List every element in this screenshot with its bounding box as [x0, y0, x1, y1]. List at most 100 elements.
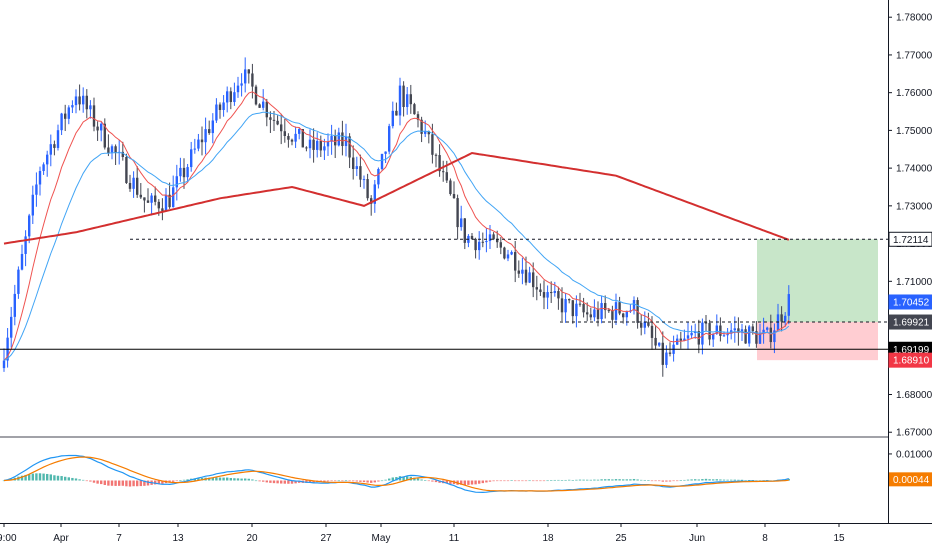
- macd-histogram-bar: [103, 480, 106, 485]
- price-tick-label: 1.73000: [896, 201, 932, 212]
- candle-body: [211, 120, 214, 134]
- macd-histogram-bar: [67, 477, 70, 481]
- candle-body: [172, 187, 175, 208]
- price-badge: [888, 352, 932, 368]
- macd-histogram-bar: [463, 480, 466, 486]
- position-zones: [757, 239, 878, 361]
- candle-body: [568, 299, 571, 301]
- candle-body: [49, 144, 52, 155]
- macd-histogram-bar: [474, 480, 477, 485]
- candle-body: [226, 91, 229, 103]
- macd-histogram-bar: [74, 478, 78, 481]
- candle-body: [168, 194, 171, 208]
- price-levels: [0, 238, 888, 350]
- macd-histogram-bar: [733, 479, 736, 481]
- macd-histogram-bar: [377, 480, 380, 482]
- time-tick-label: 25: [615, 533, 627, 544]
- candle-body: [262, 101, 265, 108]
- macd-histogram-bar: [258, 480, 261, 482]
- candle-body: [575, 303, 578, 317]
- macd-histogram-bar: [110, 480, 114, 486]
- macd-histogram-bar: [114, 480, 117, 486]
- macd-histogram-bar: [607, 479, 610, 481]
- macd-histogram-bar: [481, 480, 484, 484]
- candle-body: [276, 120, 279, 125]
- macd-histogram-bar: [582, 479, 585, 481]
- candle-body: [35, 184, 38, 195]
- candle-body: [103, 123, 106, 148]
- macd-histogram-bar: [427, 480, 430, 482]
- candle-body: [42, 164, 45, 172]
- macd-histogram-bar: [449, 480, 452, 484]
- macd-histogram-bar: [172, 480, 175, 482]
- macd-histogram-bar: [431, 480, 434, 482]
- macd-histogram-bar: [535, 480, 538, 482]
- candle-body: [218, 104, 222, 110]
- macd-histogram-bar: [683, 479, 686, 481]
- candle-body: [722, 335, 726, 337]
- price-badge-label: 1.72114: [893, 235, 929, 246]
- candle-body: [517, 270, 520, 274]
- candle-body: [416, 114, 420, 120]
- macd-histogram-bar: [744, 480, 747, 481]
- macd-histogram-bar: [38, 473, 42, 481]
- macd-histogram-bar: [226, 477, 229, 481]
- macd-histogram-bar: [514, 480, 517, 482]
- macd-histogram-bar: [186, 479, 189, 481]
- candle-body: [46, 154, 49, 165]
- candle-body: [438, 155, 441, 172]
- candle-body: [100, 123, 103, 131]
- macd-histogram-bar: [89, 480, 92, 482]
- macd-histogram-bar: [218, 477, 222, 481]
- candle-body: [539, 289, 542, 293]
- macd-histogram-bar: [629, 479, 632, 481]
- candle-body: [496, 239, 499, 243]
- macd-histogram-bar: [373, 480, 376, 483]
- candle-body: [139, 194, 142, 198]
- candle-body: [38, 171, 42, 185]
- candle-body: [420, 119, 423, 134]
- candle-body: [31, 194, 34, 216]
- price-badge-label: 1.69921: [893, 318, 930, 329]
- macd-histogram-bar: [53, 475, 56, 481]
- candle-body: [463, 218, 466, 243]
- candle-body: [143, 197, 146, 201]
- candle-body: [409, 94, 412, 105]
- candle-body: [56, 130, 60, 148]
- price-tick-label: 1.67000: [896, 428, 932, 439]
- candle-body: [550, 292, 553, 294]
- indicator-lines: [3, 91, 790, 361]
- macd-histogram-bar: [280, 480, 283, 484]
- candle-body: [643, 321, 646, 328]
- candle-body: [355, 166, 358, 169]
- macd-histogram-bar: [503, 480, 506, 482]
- macd-histogram-bar: [233, 478, 236, 481]
- macd-histogram-bar: [290, 480, 294, 484]
- macd-histogram-bar: [179, 480, 182, 481]
- candle-body: [460, 218, 463, 228]
- candle-body: [251, 73, 254, 87]
- candle-body: [92, 105, 96, 127]
- candle-body: [474, 238, 477, 251]
- macd-histogram-bar: [42, 473, 45, 481]
- candle-body: [614, 302, 618, 320]
- candle-body: [150, 195, 153, 203]
- macd-histogram-bar: [359, 480, 362, 482]
- macd-histogram-bar: [272, 480, 276, 484]
- macd-histogram-bar: [143, 480, 146, 486]
- time-tick-label: 13: [172, 533, 184, 544]
- candle-body: [74, 96, 78, 106]
- macd-histogram-bar: [240, 478, 243, 481]
- candle-body: [589, 314, 592, 318]
- time-tick-label: May: [372, 533, 391, 544]
- candle-body: [136, 177, 139, 195]
- candle-body: [560, 298, 564, 313]
- macd-histogram-bar: [485, 480, 488, 483]
- macd-histogram-bar: [139, 480, 142, 487]
- macd-histogram-bar: [64, 476, 67, 481]
- candle-body: [380, 153, 384, 170]
- candle-body: [535, 287, 538, 290]
- macd-histogram-bar: [2, 480, 6, 482]
- macd-histogram-bar: [49, 474, 52, 481]
